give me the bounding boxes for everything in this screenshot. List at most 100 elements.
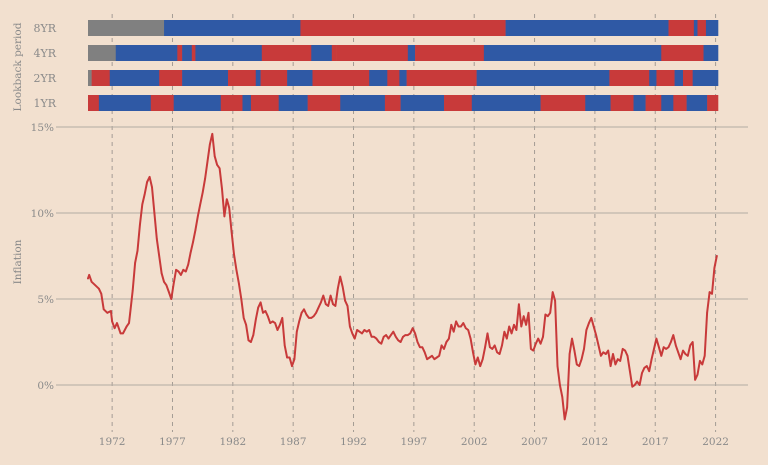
- inflation-point: [327, 305, 330, 307]
- inflation-point: [274, 322, 276, 324]
- x-tick-label: 2002: [461, 436, 488, 448]
- inflation-point: [407, 334, 409, 336]
- lookback-segment: [400, 95, 445, 111]
- inflation-point: [486, 332, 489, 335]
- inflation-point: [113, 327, 116, 330]
- inflation-point: [416, 341, 419, 343]
- inflation-point: [696, 373, 699, 376]
- inflation-point: [614, 363, 617, 366]
- inflation-point: [351, 332, 354, 335]
- inflation-point: [542, 336, 544, 338]
- inflation-x-ticks: 1972 1977 1982 1987 1992 1997 2002 2007 2012 2017…: [99, 436, 729, 448]
- lookback-row-label: 1YR: [33, 97, 56, 110]
- inflation-point: [701, 363, 704, 366]
- inflation-point: [532, 349, 535, 352]
- inflation-point: [143, 193, 146, 195]
- lookback-segment: [476, 70, 610, 86]
- lookback-segment: [670, 45, 704, 61]
- inflation-y-ticks: 0% 5% 10% 15%: [31, 122, 54, 392]
- lookback-segment: [703, 45, 719, 61]
- inflation-point: [153, 212, 156, 214]
- inflation-point: [392, 330, 395, 333]
- inflation-point: [201, 191, 204, 194]
- inflation-point: [257, 306, 260, 309]
- inflation-point: [279, 324, 281, 326]
- inflation-point: [363, 329, 366, 331]
- inflation-point: [106, 312, 109, 314]
- inflation-point: [312, 315, 315, 318]
- lookback-segment: [585, 95, 611, 111]
- lookback-grid: [111, 14, 717, 432]
- lookback-segment: [182, 45, 193, 61]
- inflation-axis-label: Inflation: [12, 239, 24, 284]
- inflation-point: [337, 287, 339, 290]
- inflation-point: [358, 330, 361, 333]
- inflation-point: [561, 396, 564, 398]
- inflation-point: [221, 188, 223, 190]
- inflation-point: [672, 334, 675, 336]
- inflation-point: [713, 267, 716, 269]
- inflation-point: [421, 346, 424, 349]
- inflation-point: [675, 344, 677, 347]
- inflation-point: [423, 351, 426, 354]
- inflation-point: [452, 330, 455, 333]
- inflation-point: [344, 299, 346, 302]
- inflation-point: [428, 356, 431, 359]
- inflation-point: [716, 255, 718, 257]
- inflation-point: [607, 349, 609, 352]
- lookback-segment: [312, 70, 370, 86]
- lookback-segment: [609, 70, 650, 86]
- inflation-point: [556, 365, 559, 367]
- inflation-point: [385, 334, 387, 336]
- inflation-point: [527, 312, 530, 314]
- lookback-segment: [88, 95, 100, 111]
- inflation-point: [474, 363, 477, 366]
- inflation-point: [151, 186, 153, 188]
- inflation-point: [436, 356, 438, 359]
- inflation-point: [491, 348, 494, 350]
- inflation-point: [650, 358, 653, 361]
- inflation-point: [175, 269, 177, 271]
- inflation-point: [609, 365, 612, 367]
- inflation-point: [100, 293, 103, 295]
- inflation-point: [703, 355, 706, 357]
- inflation-point: [469, 337, 472, 340]
- inflation-point: [590, 317, 593, 319]
- inflation-point: [455, 320, 457, 323]
- inflation-point: [484, 346, 486, 349]
- inflation-point: [585, 329, 588, 331]
- inflation-point: [361, 332, 363, 335]
- inflation-point: [457, 325, 460, 328]
- inflation-point: [576, 363, 578, 366]
- lookback-segment: [693, 20, 698, 36]
- inflation-point: [677, 351, 679, 354]
- lookback-row-1yr: 1YR: [33, 95, 719, 111]
- inflation-point: [228, 207, 230, 209]
- lookback-segment: [177, 45, 183, 61]
- inflation-point: [643, 367, 646, 369]
- lookback-segment: [159, 70, 183, 86]
- inflation-point: [515, 329, 518, 331]
- inflation-point: [411, 327, 414, 330]
- x-tick-label: 1987: [280, 436, 307, 448]
- inflation-point: [349, 325, 351, 328]
- inflation-point: [520, 325, 523, 328]
- inflation-point: [390, 334, 392, 336]
- inflation-point: [571, 337, 573, 340]
- inflation-point: [443, 348, 445, 350]
- inflation-point: [662, 346, 665, 349]
- x-tick-label: 2012: [582, 436, 609, 448]
- inflation-point: [223, 215, 226, 218]
- lookback-segment: [471, 95, 541, 111]
- inflation-point: [655, 337, 658, 340]
- inflation-points: [87, 133, 718, 421]
- inflation-point: [264, 310, 267, 312]
- lookback-segment: [88, 70, 92, 86]
- inflation-point: [146, 181, 148, 183]
- inflation-point: [648, 370, 650, 373]
- inflation-point: [460, 325, 462, 328]
- inflation-point: [170, 298, 173, 300]
- lookback-segment: [260, 70, 288, 86]
- lookback-segment: [311, 45, 333, 61]
